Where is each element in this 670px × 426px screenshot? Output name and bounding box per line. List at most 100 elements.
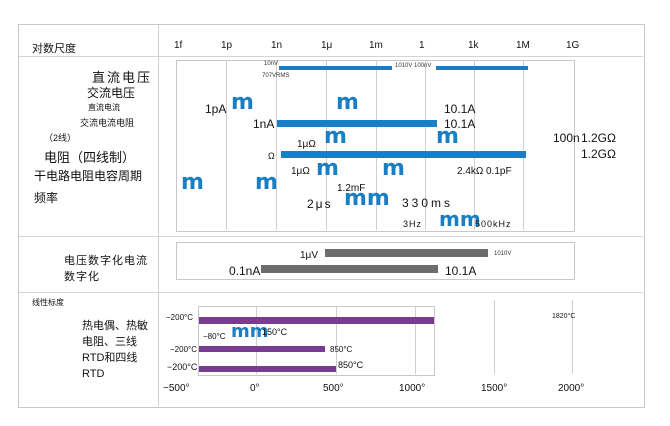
ann-v-min: 10nV bbox=[264, 61, 279, 67]
ann-cap-min: 1.2mF bbox=[337, 183, 366, 194]
grid-1k bbox=[474, 60, 475, 230]
tick-500: 500° bbox=[323, 383, 344, 394]
ann-dv-max: 1010V bbox=[494, 251, 512, 257]
grid-1000deg bbox=[415, 306, 416, 374]
marker-thermistor-mm: mm bbox=[231, 321, 269, 342]
bar-rtd3 bbox=[199, 346, 325, 352]
grid-1500deg bbox=[494, 300, 495, 374]
grid-1p bbox=[226, 60, 227, 230]
bar-thermocouple bbox=[199, 317, 434, 324]
header-divider bbox=[19, 56, 643, 57]
ann-dry-r: 2.4kΩ bbox=[457, 166, 484, 177]
section2-plot-box bbox=[176, 242, 575, 280]
marker-freq-mm: mm bbox=[439, 207, 481, 231]
label-column-divider bbox=[158, 25, 159, 406]
tick-1500: 1500° bbox=[481, 383, 508, 394]
section2-divider bbox=[19, 292, 643, 293]
section1-plot-box bbox=[176, 60, 575, 232]
marker-2wire-m2: m bbox=[436, 124, 459, 149]
marker-dry-m2: m bbox=[382, 156, 405, 181]
tick-1p: 1p bbox=[221, 40, 233, 51]
label-resistance-4wire: 电阻（四线制） bbox=[44, 150, 136, 165]
ann-freq-min: 3Hz bbox=[403, 219, 423, 229]
grid-500deg bbox=[336, 306, 337, 374]
grid-1m bbox=[376, 60, 377, 230]
tick-1G: 1G bbox=[566, 40, 580, 51]
tick-1M: 1M bbox=[516, 40, 530, 51]
grid-1n bbox=[276, 60, 277, 230]
section1-divider bbox=[19, 236, 643, 237]
marker-period-mm: mm bbox=[344, 186, 390, 211]
ann-freq-max: 500kHz bbox=[475, 219, 512, 229]
marker-period-m1: m bbox=[181, 170, 204, 195]
label-ac-voltage: 交流电压 bbox=[87, 86, 136, 100]
scale-label: 对数尺度 bbox=[32, 43, 76, 55]
tick-minus500: −500° bbox=[163, 383, 190, 394]
bar-resistance-4wire bbox=[281, 151, 526, 158]
ann-th-min: −80°C bbox=[203, 332, 226, 341]
bar-ac-current bbox=[277, 120, 437, 127]
marker-dry-m1: m bbox=[316, 156, 339, 181]
ann-i-min: 1pA bbox=[205, 102, 227, 116]
tick-1k: 1k bbox=[468, 40, 479, 51]
ann-tc-max: 1820°C bbox=[552, 313, 576, 320]
bar-digitize-current bbox=[261, 265, 438, 273]
ann-rtd4-min: −200°C bbox=[167, 362, 198, 372]
ann-v-max1: 1010V bbox=[395, 63, 413, 69]
ann-ac-i-max: 10.1A bbox=[444, 117, 476, 131]
label-ac-current-resistance: 交流电流电阻 bbox=[80, 118, 135, 128]
marker-dc-current-m1: m bbox=[231, 90, 254, 115]
ann-dv-min: 1μV bbox=[300, 250, 318, 261]
tick-1u: 1μ bbox=[321, 40, 333, 51]
grid-1 bbox=[425, 60, 426, 230]
label-digitize-voltage-current: 电压数字化电流 bbox=[64, 255, 148, 267]
ann-rtd3-min: −200°C bbox=[170, 345, 197, 354]
ann-th-max: 150°C bbox=[262, 327, 288, 337]
ann-r-omega: Ω bbox=[268, 151, 275, 161]
tick-1m: 1m bbox=[369, 40, 383, 51]
label-sensors: 热电偶、热敏电阻、三线RTD和四线RTD bbox=[82, 320, 148, 380]
label-dry-circuit: 干电路电阻电容周期 bbox=[34, 169, 143, 183]
ann-rtd4-max: 850°C bbox=[338, 360, 364, 370]
diagram-frame bbox=[18, 24, 645, 408]
grid-1u bbox=[326, 60, 327, 230]
ann-tc-min: −200°C bbox=[166, 313, 193, 322]
ann-i-max: 10.1A bbox=[444, 102, 476, 116]
tick-1n: 1n bbox=[271, 40, 283, 51]
ann-r4-min: 1μΩ bbox=[297, 139, 316, 150]
marker-2wire-m1: m bbox=[324, 124, 347, 149]
grid-0deg bbox=[256, 306, 257, 374]
ann-r-max2: 1.2GΩ bbox=[581, 147, 616, 161]
bar-rtd4 bbox=[199, 366, 336, 372]
label-dc-voltage: 直流电压 bbox=[92, 70, 153, 85]
marker-dc-current-m2: m bbox=[336, 90, 359, 115]
marker-period-m2: m bbox=[255, 170, 278, 195]
label-two-wire: （2线） bbox=[44, 133, 77, 143]
ann-period-max: 330ms bbox=[402, 196, 454, 210]
ann-dry-min: 1μΩ bbox=[291, 166, 310, 177]
bar-dc-voltage-1 bbox=[279, 66, 392, 70]
label-frequency: 频率 bbox=[34, 191, 59, 205]
section3-plot-box bbox=[198, 306, 435, 376]
tick-0: 0° bbox=[250, 383, 260, 394]
label-dc-current: 直流电流 bbox=[88, 103, 120, 112]
ann-cap-max: 0.1pF bbox=[486, 166, 512, 177]
ann-ac-range: 707VRMS bbox=[262, 73, 290, 79]
label-digitize: 数字化 bbox=[64, 271, 100, 283]
ann-v-max2: 100nV bbox=[414, 63, 432, 69]
bar-dc-voltage-2 bbox=[436, 66, 528, 70]
tick-1f: 1f bbox=[174, 40, 183, 51]
ann-di-min: 0.1nA bbox=[229, 264, 261, 278]
label-linear-scale: 线性标度 bbox=[32, 298, 64, 307]
grid-1M bbox=[523, 60, 524, 230]
ann-period-min: 2μs bbox=[307, 197, 333, 211]
tick-1: 1 bbox=[419, 40, 425, 51]
ann-rtd3-max: 850°C bbox=[330, 345, 353, 354]
ann-ac-i-min: 1nA bbox=[253, 117, 275, 131]
ann-r-max: 1.2GΩ bbox=[581, 131, 616, 145]
grid-2000deg bbox=[572, 300, 573, 374]
ann-r-min: 100n bbox=[553, 131, 580, 145]
bar-digitize-voltage bbox=[325, 249, 488, 257]
tick-2000: 2000° bbox=[558, 383, 585, 394]
ann-di-max: 10.1A bbox=[445, 264, 477, 278]
